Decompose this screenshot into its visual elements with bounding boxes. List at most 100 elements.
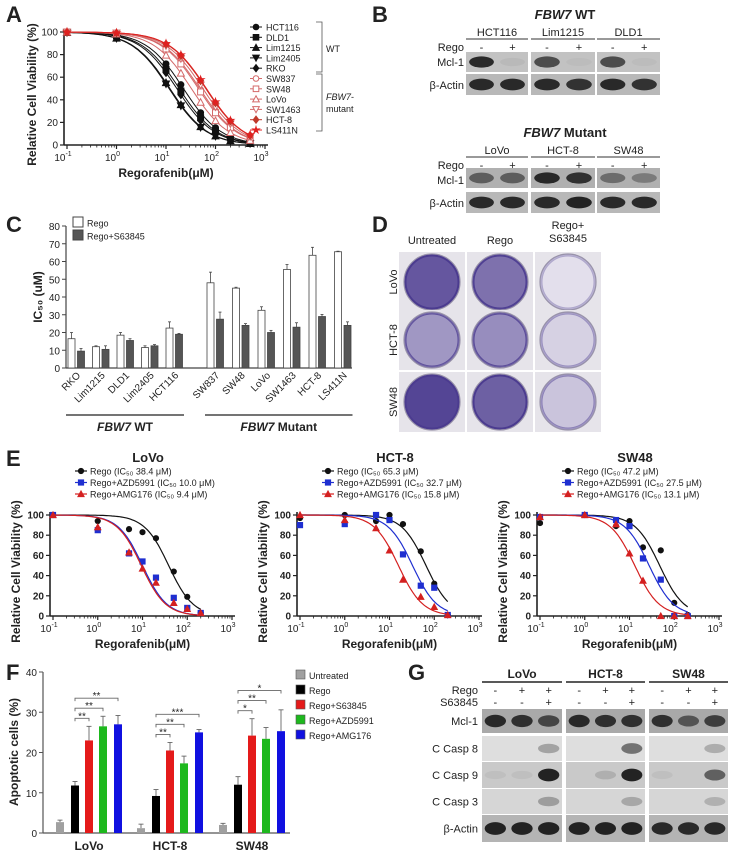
legend-label: SW48 bbox=[266, 84, 291, 94]
data-point bbox=[386, 516, 393, 524]
y-tick-label: 60 bbox=[33, 551, 45, 562]
blot-band bbox=[600, 172, 626, 184]
legend-label: SW837 bbox=[266, 74, 296, 84]
legend-marker bbox=[252, 115, 260, 125]
blot-band bbox=[704, 822, 726, 835]
blot-band bbox=[534, 196, 560, 209]
suffix: - bbox=[351, 92, 354, 102]
blot-c-casp-3 bbox=[566, 789, 645, 814]
legend-marker bbox=[324, 467, 332, 475]
column-header: Untreated bbox=[408, 235, 456, 247]
row-label: β-Actin bbox=[430, 80, 464, 92]
blot-band bbox=[651, 822, 673, 835]
plate-hct-8-0 bbox=[399, 310, 465, 370]
blot-band bbox=[566, 196, 592, 209]
e-chart-sw48: 10-1 100 101 102 103020406080100Regorafenib(… bbox=[496, 450, 723, 651]
gene-name: FBW7 bbox=[97, 420, 132, 434]
legend-swatch bbox=[295, 714, 306, 725]
data-point bbox=[657, 576, 664, 583]
plate-well bbox=[539, 373, 597, 431]
y-tick-label: 40 bbox=[33, 571, 45, 582]
treatment-label: Rego bbox=[438, 42, 464, 54]
lane-sign: + bbox=[519, 685, 525, 697]
blot-band bbox=[500, 196, 525, 209]
legend-label: Lim1215 bbox=[266, 43, 301, 53]
lane-sign: + bbox=[641, 42, 647, 54]
blot-band bbox=[704, 797, 726, 806]
lane-sign: - bbox=[604, 697, 608, 709]
fit-curve bbox=[66, 31, 251, 144]
x-tick-exponent: 0 bbox=[344, 622, 348, 629]
significance-stars: * bbox=[243, 704, 247, 715]
legend-marker bbox=[251, 124, 261, 135]
blot-mcl-1 bbox=[482, 709, 562, 733]
significance-stars: ** bbox=[85, 701, 93, 712]
crystal-violet-stain bbox=[405, 255, 459, 309]
blot-c-casp-9 bbox=[566, 762, 645, 788]
lane-sign: - bbox=[480, 160, 484, 172]
blot-band bbox=[534, 56, 560, 68]
cell-line-header: SW48 bbox=[672, 667, 705, 681]
data-point bbox=[225, 115, 236, 125]
data-point bbox=[139, 529, 146, 536]
y-axis-label: Relative Cell Viability (%) bbox=[9, 500, 23, 643]
y-axis-label: Relative Cell Viability (%) bbox=[25, 23, 39, 166]
y-tick-label: 80 bbox=[520, 531, 532, 542]
data-point bbox=[431, 584, 438, 591]
legend-label: Rego+AZD5991 (IC₅₀ 27.5 μM) bbox=[577, 478, 702, 488]
data-point bbox=[197, 88, 205, 96]
data-point bbox=[385, 546, 394, 554]
bar-sw48-rego bbox=[234, 784, 242, 833]
significance-bracket bbox=[74, 707, 104, 712]
y-tick-label: 40 bbox=[49, 293, 61, 304]
y-tick-label: 20 bbox=[33, 591, 45, 602]
significance-bracket bbox=[237, 710, 253, 714]
lane-sign: + bbox=[602, 685, 608, 697]
data-point bbox=[399, 520, 407, 528]
bar-hct-8-rego bbox=[152, 795, 160, 833]
significance-bracket bbox=[155, 713, 200, 718]
significance-stars: ** bbox=[159, 727, 167, 738]
data-point bbox=[49, 510, 57, 519]
y-tick-label: 60 bbox=[47, 73, 59, 84]
blot-c-casp-3 bbox=[649, 789, 728, 814]
legend-label: Untreated bbox=[309, 671, 349, 681]
blot-band bbox=[568, 714, 590, 728]
gene-name: FBW7 bbox=[326, 92, 352, 102]
gene-name: FBW7 bbox=[240, 420, 275, 434]
data-point bbox=[211, 127, 220, 137]
legend-label: Rego bbox=[87, 219, 109, 229]
crystal-violet-stain bbox=[541, 375, 595, 429]
data-point bbox=[176, 68, 186, 77]
bar-rko-rego-s63845 bbox=[77, 350, 85, 369]
x-tick-exponent: 2 bbox=[674, 622, 678, 629]
legend-label: Rego+AZD5991 (IC₅₀ 10.0 μM) bbox=[90, 478, 215, 488]
blot-c-casp-3 bbox=[482, 789, 562, 814]
crystal-violet-stain bbox=[473, 255, 527, 309]
y-tick-label: 30 bbox=[26, 708, 38, 719]
blot-band bbox=[621, 743, 643, 754]
plate-rim bbox=[404, 254, 460, 310]
series-rego-amg176: Rego+AMG176 (IC₅₀ 13.1 μM) bbox=[536, 490, 699, 620]
group-rest: WT bbox=[131, 420, 154, 434]
blot-mcl1 bbox=[597, 168, 660, 188]
significance-stars: ** bbox=[78, 711, 86, 722]
legend-marker bbox=[77, 467, 85, 475]
legend-marker bbox=[252, 63, 260, 73]
bar-hct-8-rego-amg176 bbox=[195, 732, 203, 833]
chart-title: SW48 bbox=[617, 450, 652, 465]
blot-band bbox=[677, 822, 700, 835]
significance-bracket bbox=[237, 690, 282, 694]
x-tick-exponent: 3 bbox=[719, 622, 723, 629]
data-point bbox=[399, 575, 407, 583]
y-tick-label: 50 bbox=[49, 275, 61, 286]
mutant-bracket bbox=[316, 73, 323, 132]
blot-band bbox=[600, 56, 626, 68]
blot-band bbox=[568, 822, 590, 835]
significance-bracket bbox=[155, 733, 171, 738]
y-tick-label: 40 bbox=[26, 668, 38, 679]
panel-label-d: D bbox=[372, 212, 388, 237]
lane-sign: + bbox=[685, 685, 691, 697]
y-tick-label: 20 bbox=[49, 329, 61, 340]
blot-band bbox=[631, 78, 657, 91]
